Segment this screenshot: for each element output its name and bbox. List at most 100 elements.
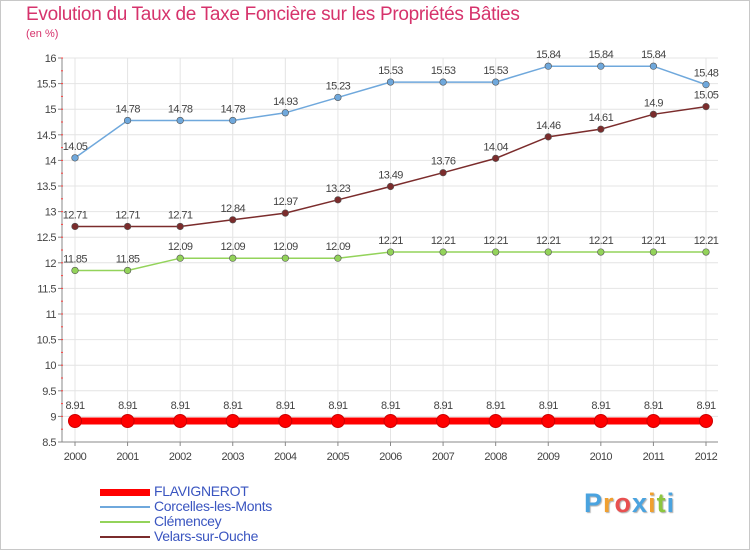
data-point <box>334 93 342 102</box>
data-label: 12.21 <box>378 235 403 247</box>
data-point <box>492 78 500 86</box>
data-point <box>541 414 556 429</box>
data-label: 14.78 <box>220 103 245 115</box>
data-label: 12.21 <box>536 235 561 247</box>
data-label: 8.91 <box>223 400 242 412</box>
y-tick-label: 15 <box>45 104 57 116</box>
x-tick-label: 2001 <box>116 451 139 463</box>
data-label: 11.85 <box>63 253 87 265</box>
data-point <box>646 414 661 429</box>
data-point <box>330 414 345 429</box>
data-label: 14.04 <box>483 141 508 153</box>
data-point <box>439 248 447 256</box>
data-label: 8.91 <box>171 400 190 412</box>
data-point <box>176 222 184 231</box>
data-point <box>544 62 552 70</box>
legend-label: Velars-sur-Ouche <box>154 528 259 544</box>
data-point <box>649 110 658 118</box>
data-label: 8.91 <box>118 400 137 412</box>
x-tick-label: 2008 <box>484 451 507 463</box>
data-label: 8.91 <box>591 400 610 412</box>
x-tick-label: 2003 <box>222 451 245 463</box>
data-label: 14.78 <box>168 103 193 115</box>
data-point <box>225 414 240 429</box>
data-label: 14.78 <box>115 103 140 115</box>
data-label: 8.91 <box>486 400 505 412</box>
x-tick-label: 2006 <box>379 451 402 463</box>
logo-letter: o <box>614 488 633 518</box>
data-label: 8.91 <box>539 400 558 412</box>
data-point <box>544 248 552 256</box>
y-tick-label: 13.5 <box>37 181 57 193</box>
data-point <box>229 116 237 125</box>
legend-swatch <box>100 521 150 523</box>
y-tick-label: 12 <box>45 258 57 270</box>
data-point <box>702 103 710 111</box>
data-label: 8.91 <box>381 400 400 412</box>
data-point <box>597 125 605 133</box>
logo-letter: P <box>584 488 604 518</box>
x-tick-label: 2000 <box>64 451 87 463</box>
logo-letter: i <box>648 488 657 518</box>
data-label: 15.84 <box>641 49 666 61</box>
data-label: 14.46 <box>536 120 561 132</box>
data-point <box>71 266 79 275</box>
data-label: 12.09 <box>273 241 298 253</box>
data-label: 14.9 <box>644 97 663 109</box>
data-label: 15.48 <box>694 68 719 80</box>
data-point <box>702 81 710 89</box>
logo-letter: r <box>603 488 615 518</box>
x-tick-label: 2004 <box>274 451 297 463</box>
data-label: 12.84 <box>220 203 245 215</box>
data-point <box>383 414 398 429</box>
x-tick-label: 2010 <box>590 451 613 463</box>
data-point <box>334 196 342 204</box>
data-label: 12.09 <box>168 241 193 253</box>
logo-letter: x <box>632 488 649 518</box>
y-tick-label: 9 <box>50 411 56 423</box>
data-point <box>386 248 395 256</box>
data-label: 8.91 <box>434 400 453 412</box>
data-label: 13.49 <box>378 170 403 182</box>
data-label: 15.23 <box>326 80 351 92</box>
data-point <box>71 222 79 231</box>
data-point <box>488 414 503 429</box>
data-label: 13.23 <box>326 183 351 195</box>
data-label: 12.21 <box>589 235 614 247</box>
y-tick-label: 10.5 <box>37 335 57 347</box>
x-tick-label: 2012 <box>695 451 718 463</box>
data-point <box>593 414 608 429</box>
data-label: 15.53 <box>431 65 456 77</box>
data-label: 12.21 <box>694 235 719 247</box>
data-point <box>544 133 552 141</box>
data-point <box>123 266 132 275</box>
data-point <box>492 248 500 256</box>
data-label: 12.09 <box>326 241 351 253</box>
data-label: 14.93 <box>273 96 298 108</box>
data-label: 14.05 <box>63 141 88 153</box>
legend-swatch <box>100 536 150 538</box>
data-label: 12.71 <box>63 209 88 221</box>
data-point <box>439 78 447 86</box>
data-point <box>649 248 658 256</box>
data-point <box>281 109 289 117</box>
legend-label: Clémencey <box>154 513 222 529</box>
legend-swatch <box>100 489 150 496</box>
x-tick-label: 2011 <box>643 451 665 463</box>
data-point <box>702 248 710 256</box>
data-point <box>281 209 289 217</box>
data-label: 13.76 <box>431 156 456 168</box>
logo-letter: i <box>666 488 676 518</box>
y-tick-label: 15.5 <box>37 79 57 91</box>
data-label: 15.53 <box>378 65 403 77</box>
data-point <box>439 169 447 177</box>
data-label: 15.84 <box>589 49 614 61</box>
data-point <box>123 116 132 125</box>
data-label: 14.61 <box>589 112 614 124</box>
data-point <box>597 248 605 256</box>
data-label: 8.91 <box>644 400 663 412</box>
data-label: 15.05 <box>694 90 719 102</box>
data-point <box>597 62 605 70</box>
y-tick-label: 12.5 <box>37 232 57 244</box>
data-label: 15.53 <box>483 65 508 77</box>
